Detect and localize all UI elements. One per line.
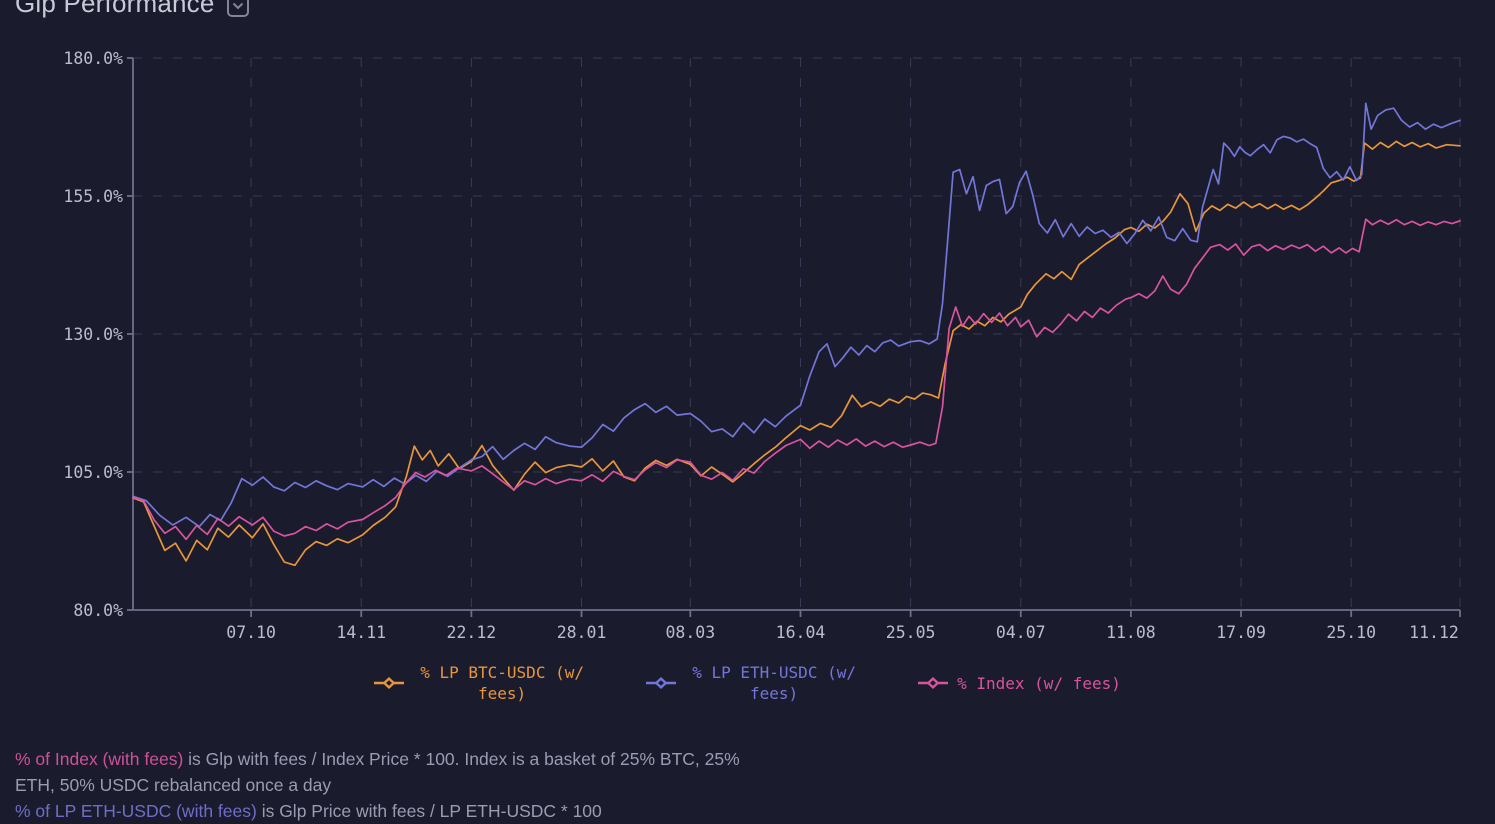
chart-header: Glp Performance — [15, 0, 249, 19]
footnote-index-highlight: % of Index (with fees) — [15, 749, 184, 769]
line-chart: 07.10 14.11 22.12 28.01 08.03 16.04 25.05 04.07… — [63, 49, 1461, 642]
svg-text:105.0%: 105.0% — [63, 463, 123, 482]
svg-text:155.0%: 155.0% — [63, 187, 123, 206]
svg-text:04.07: 04.07 — [996, 623, 1046, 642]
svg-text:11.12: 11.12 — [1409, 623, 1459, 642]
footnote-index-text: is Glp with fees / Index Price * 100. In… — [15, 749, 740, 795]
svg-text:80.0%: 80.0% — [73, 601, 123, 620]
svg-text:130.0%: 130.0% — [63, 325, 123, 344]
footnote-lp-eth: % of LP ETH-USDC (with fees) is Glp Pric… — [15, 798, 763, 824]
svg-text:11.08: 11.08 — [1106, 623, 1156, 642]
svg-text:25.10: 25.10 — [1326, 623, 1376, 642]
legend-label: % LP ETH-USDC (w/ fees) — [692, 663, 856, 703]
svg-text:14.11: 14.11 — [336, 623, 386, 642]
svg-text:28.01: 28.01 — [557, 623, 607, 642]
svg-text:17.09: 17.09 — [1216, 623, 1266, 642]
legend-label: % Index (w/ fees) — [957, 673, 1121, 693]
footnote-lp-eth-highlight: % of LP ETH-USDC (with fees) — [15, 801, 257, 821]
footnote-index: % of Index (with fees) is Glp with fees … — [15, 746, 763, 798]
series-marker-icon — [918, 677, 949, 689]
chart-title: Glp Performance — [15, 0, 215, 18]
svg-text:25.05: 25.05 — [886, 623, 936, 642]
svg-text:08.03: 08.03 — [666, 623, 716, 642]
legend-label: % LP BTC-USDC (w/ fees) — [420, 663, 584, 703]
svg-text:22.12: 22.12 — [447, 623, 497, 642]
chevron-down-icon — [232, 2, 243, 9]
chevron-down-boxed-icon[interactable] — [226, 0, 249, 17]
svg-text:16.04: 16.04 — [776, 623, 826, 642]
chart-legend: % LP BTC-USDC (w/ fees) % LP ETH-USDC (w… — [0, 652, 1495, 714]
series-marker-icon — [374, 677, 405, 689]
legend-item-lp-btc-usdc[interactable]: % LP BTC-USDC (w/ fees) — [374, 662, 591, 704]
chart-footnotes: % of Index (with fees) is Glp with fees … — [15, 746, 763, 824]
series-marker-icon — [646, 677, 677, 689]
legend-item-lp-eth-usdc[interactable]: % LP ETH-USDC (w/ fees) — [646, 662, 863, 704]
legend-item-index[interactable]: % Index (w/ fees) — [918, 673, 1121, 694]
footnote-lp-eth-text: is Glp Price with fees / LP ETH-USDC * 1… — [256, 801, 602, 821]
svg-text:07.10: 07.10 — [226, 623, 276, 642]
svg-text:180.0%: 180.0% — [63, 49, 123, 68]
